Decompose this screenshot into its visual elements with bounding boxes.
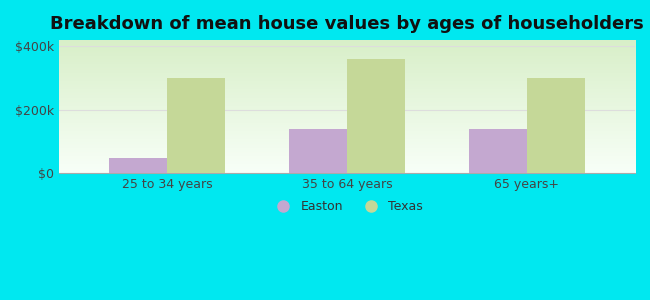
Bar [167, 78, 225, 173]
Bar [527, 78, 584, 173]
Title: Breakdown of mean house values by ages of householders: Breakdown of mean house values by ages o… [50, 15, 644, 33]
Bar [289, 129, 347, 173]
Bar [469, 129, 527, 173]
Legend: Easton, Texas: Easton, Texas [266, 195, 428, 218]
Bar [347, 59, 404, 173]
Bar [109, 158, 167, 173]
